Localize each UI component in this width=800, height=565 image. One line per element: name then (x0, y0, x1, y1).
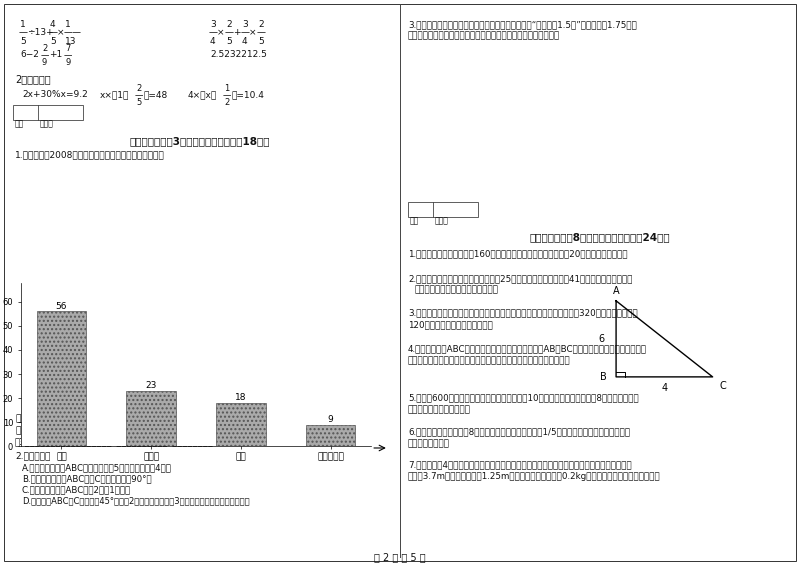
Text: 评卷人: 评卷人 (435, 216, 449, 225)
Y-axis label: 单位：票: 单位：票 (0, 354, 1, 375)
Text: C.将下面的三角形ABC，按2：1放大。: C.将下面的三角形ABC，按2：1放大。 (22, 485, 131, 494)
Text: 2.5232212.5: 2.5232212.5 (210, 50, 267, 59)
Text: ）=10.4: ）=10.4 (231, 90, 264, 99)
Text: 13: 13 (65, 37, 77, 46)
Text: x×（1－: x×（1－ (100, 90, 130, 99)
Bar (306, 425, 355, 446)
Text: 2．解方程。: 2．解方程。 (15, 74, 50, 84)
Text: ×: × (57, 28, 65, 37)
Text: 5.修一条600千米的公路，甲工程队单独完成要10天，乙工程队单独完成要8天，如果甲乙工: 5.修一条600千米的公路，甲工程队单独完成要10天，乙工程队单独完成要8天，如… (408, 393, 638, 402)
Text: —: — (225, 28, 234, 37)
Text: 6−2: 6−2 (20, 50, 39, 59)
Text: 4.把直角三角形ABC（如下图）（单位：分米）沿着边AB和BC分别旋转一周，可以得到两个不: 4.把直角三角形ABC（如下图）（单位：分米）沿着边AB和BC分别旋转一周，可以… (408, 344, 647, 353)
Bar (37, 311, 86, 446)
Text: 1: 1 (20, 20, 26, 29)
Text: ÷13+: ÷13+ (27, 28, 54, 37)
Text: D.在三角形ABC的C点南偏东45°方向2厘米处画一个直径3厘米的圆（长度为实际长度）。: D.在三角形ABC的C点南偏东45°方向2厘米处画一个直径3厘米的圆（长度为实… (22, 496, 250, 505)
Text: 3: 3 (242, 20, 248, 29)
Text: C: C (720, 381, 726, 390)
Text: 得分: 得分 (410, 216, 419, 225)
Text: 3.商场搟打折促销，其中服装类打五折，文具类打八折，小明买一件原价320元的衣服，和原价: 3.商场搟打折促销，其中服装类打五折，文具类打八折，小明买一件原价320元的衣服… (408, 308, 638, 317)
Text: 9: 9 (328, 415, 334, 424)
Text: （1）四个申办城市的得票总数是______票。: （1）四个申办城市的得票总数是______票。 (15, 413, 134, 422)
Text: B: B (600, 372, 606, 382)
Text: （2）北京得______票，占得票总数的______%。: （2）北京得______票，占得票总数的______%。 (15, 425, 158, 434)
Text: 4: 4 (242, 37, 248, 46)
Text: ）=48: ）=48 (143, 90, 167, 99)
Text: 时才能完成一半？: 时才能完成一半？ (408, 439, 450, 448)
Text: A.将下面的三角形ABC，先向下平移5格，再向左平移4格。: A.将下面的三角形ABC，先向下平移5格，再向左平移4格。 (22, 463, 172, 472)
Text: ×: × (217, 28, 225, 37)
Text: 5: 5 (258, 37, 264, 46)
Text: 23: 23 (146, 381, 157, 390)
Bar (126, 391, 176, 446)
Text: 4×（x＋: 4×（x＋ (188, 90, 218, 99)
Text: 五、综合题（共3小题，每题六分，共计18分）: 五、综合题（共3小题，每题六分，共计18分） (130, 136, 270, 146)
Text: 2: 2 (224, 98, 230, 107)
Bar (13, 105, 83, 120)
Text: 2.某小学开展第二课堂活动，美术小组25人，比航模小组的人数多41，航模小组有多少人？: 2.某小学开展第二课堂活动，美术小组25人，比航模小组的人数多41，航模小组有多… (408, 274, 633, 283)
Text: —: — (19, 28, 28, 37)
Text: —: — (135, 91, 143, 100)
Text: 2: 2 (42, 44, 47, 53)
Text: —: — (223, 91, 231, 100)
Text: 5: 5 (20, 37, 26, 46)
Text: 7.孔府门前有4根圆柱形柱子，上面均有不同程度的涂粘痕迹，管理员准备重新涂上一层油漆，: 7.孔府门前有4根圆柱形柱子，上面均有不同程度的涂粘痕迹，管理员准备重新涂上一层… (408, 460, 632, 469)
Text: 2: 2 (226, 20, 232, 29)
Text: 3: 3 (210, 20, 216, 29)
Text: 4: 4 (662, 383, 667, 393)
Text: —: — (257, 28, 266, 37)
Text: 第 2 页 共 5 页: 第 2 页 共 5 页 (374, 552, 426, 562)
Text: 18: 18 (235, 393, 246, 402)
Text: 5: 5 (50, 37, 56, 46)
Text: 1: 1 (224, 84, 230, 93)
Text: 每根高3.7m，横截面周长为1.25m，如果每平方米用油漆0.2kg，漆这四根柱子要用多少油漆？: 每根高3.7m，横截面周长为1.25m，如果每平方米用油漆0.2kg，漆这四根柱… (408, 472, 661, 481)
Text: 2: 2 (258, 20, 264, 29)
Text: 4: 4 (210, 37, 216, 46)
Text: 六、应用题（共8小题，每题三分，共计24分）: 六、应用题（共8小题，每题三分，共计24分） (530, 232, 670, 242)
Text: 6.一份稿件王红独抒需要8小时，这份稿件正由别人抒了1/5，剩下的交给王红抒，还要几小: 6.一份稿件王红独抒需要8小时，这份稿件正由别人抒了1/5，剩下的交给王红抒，还… (408, 427, 630, 436)
Text: 9: 9 (65, 58, 70, 67)
Text: 他不会游泳，如果不慎揉入水池中，他是否有生命危险？为什么？: 他不会游泳，如果不慎揉入水池中，他是否有生命危险？为什么？ (408, 31, 560, 40)
Text: 2.依次解答。: 2.依次解答。 (15, 451, 50, 460)
Text: 120元的书包，实际要付多少錢？: 120元的书包，实际要付多少錢？ (408, 320, 493, 329)
Text: 2: 2 (136, 84, 142, 93)
Text: —: — (209, 28, 218, 37)
Text: 5: 5 (136, 98, 142, 107)
Text: 9: 9 (42, 58, 47, 67)
Text: 6: 6 (598, 334, 604, 344)
Text: 得分: 得分 (15, 119, 24, 128)
Text: 7: 7 (65, 44, 70, 53)
Text: —: — (64, 51, 72, 60)
Text: ×: × (249, 28, 257, 37)
Text: —: — (241, 28, 250, 37)
Text: 程队合作需要多少天完成？: 程队合作需要多少天完成？ (408, 405, 471, 414)
Text: —: — (41, 51, 50, 60)
Text: 3.画图分析：有一个水池里竖着一块牌子，上面写着“平均水深1.5米”。某人身高1.75米，: 3.画图分析：有一个水池里竖着一块牌子，上面写着“平均水深1.5米”。某人身高1… (408, 20, 637, 29)
Text: —: — (49, 28, 58, 37)
Text: 同的圆锥，沿着哪条边旋转得到的圆锥体积比较大？是多少立方分米？: 同的圆锥，沿着哪条边旋转得到的圆锥体积比较大？是多少立方分米？ (408, 356, 570, 365)
Text: 1.一本书，看了几天后还剩160页没看，剩下的页数比这本书的尠20页，这本书多少页？: 1.一本书，看了几天后还剩160页没看，剩下的页数比这本书的尠20页，这本书多少… (408, 249, 628, 258)
Text: 1.下面是申报2008年奥运会主办城市的得票情况统计图。: 1.下面是申报2008年奥运会主办城市的得票情况统计图。 (15, 150, 165, 159)
Bar (408, 202, 478, 217)
Text: 4: 4 (50, 20, 56, 29)
Bar (216, 403, 266, 446)
Text: 56: 56 (56, 302, 67, 311)
Text: A: A (613, 286, 619, 295)
Text: 1: 1 (65, 20, 70, 29)
Text: +1: +1 (49, 50, 62, 59)
Text: 5: 5 (226, 37, 232, 46)
Text: 2x+30%x=9.2: 2x+30%x=9.2 (22, 90, 88, 99)
Text: （3）投票结果一出来，报纸、电视都说：“北京得票是数遥遥领先”，为什么这样说？: （3）投票结果一出来，报纸、电视都说：“北京得票是数遥遥领先”，为什么这样说？ (15, 437, 214, 446)
Text: +: + (233, 28, 241, 37)
Text: B.将下面的三角形ABC，绕C点逆时针旋转90°。: B.将下面的三角形ABC，绕C点逆时针旋转90°。 (22, 474, 152, 483)
Text: 评卷人: 评卷人 (40, 119, 54, 128)
Text: （先写出等量关系，再列方程解答）: （先写出等量关系，再列方程解答） (415, 285, 499, 294)
Text: ——: —— (64, 28, 82, 37)
